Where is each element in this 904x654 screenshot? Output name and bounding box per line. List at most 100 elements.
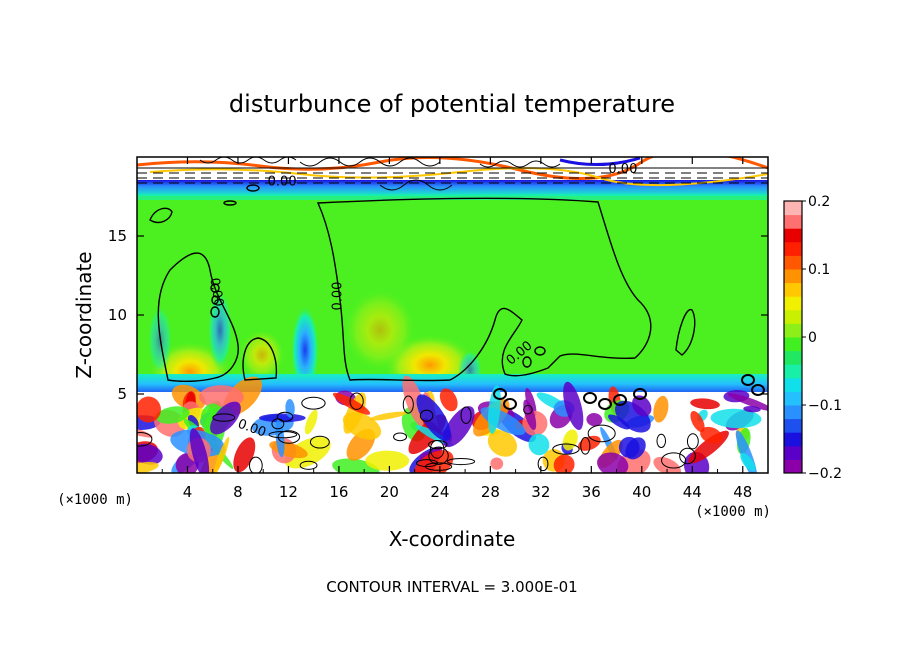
turbulence-patch (233, 437, 256, 473)
turbulence-contour (446, 457, 476, 466)
turbulence-contour (428, 439, 448, 450)
colorbar-tick-label: −0.1 (808, 398, 842, 414)
turbulence-patch (563, 381, 584, 430)
turbulence-patch (487, 430, 517, 457)
heatmap-field (137, 157, 768, 473)
contour-label: 0.00 (206, 277, 226, 308)
x-tick-label: 44 (683, 483, 702, 501)
colorbar: 0.2 0.1 0 −0.1 −0.2 (783, 194, 842, 482)
x-tick-label: 28 (481, 483, 500, 501)
turbulence-patch (597, 452, 629, 473)
turbulence-patch (727, 393, 768, 412)
colorbar-swatch (784, 296, 802, 311)
zero-contours (149, 184, 696, 383)
colorbar-swatch (784, 201, 802, 216)
x-tick-label: 48 (733, 483, 752, 501)
x-tick-label: 12 (279, 483, 298, 501)
turbulence-patch (700, 426, 723, 444)
colorbar-swatch (784, 323, 802, 338)
turbulence-contour (661, 452, 687, 469)
contour-interval: CONTOUR INTERVAL = 3.000E-01 (326, 578, 577, 596)
turbulence-patch (488, 385, 501, 434)
colorbar-swatch (784, 391, 802, 406)
turbulence-patch (743, 405, 761, 413)
turbulence-patch (525, 388, 537, 417)
turbulence-patch (137, 443, 163, 465)
swirl-contour (751, 384, 765, 396)
colorbar-swatch (784, 418, 802, 433)
turbulence-contour (402, 395, 414, 414)
swirl-contour (583, 392, 597, 404)
x-tick-label: 8 (233, 483, 243, 501)
turbulence-patch (210, 401, 241, 435)
turbulence-patch (258, 413, 306, 423)
colorbar-tick-label: 0.1 (808, 262, 830, 278)
x-tick-label: 4 (183, 483, 193, 501)
turbulence-patch (137, 396, 161, 423)
turbulence-contour (428, 446, 449, 465)
colorbar-swatch (784, 350, 802, 365)
y-tick-label: 15 (108, 227, 127, 245)
turbulence-patch (416, 394, 451, 441)
x-tick-label: 24 (430, 483, 449, 501)
turbulence-contour (419, 409, 434, 422)
turbulence-contour (268, 431, 298, 439)
turbulence-contour (277, 430, 301, 444)
turbulence-contour (299, 460, 318, 470)
x-tick-label: 20 (380, 483, 399, 501)
turbulence-patch (690, 410, 705, 432)
turbulence-patch (690, 398, 720, 410)
turbulence-patch (710, 408, 762, 429)
turbulence-contour (309, 435, 330, 449)
swirl-contour (613, 394, 627, 406)
turbulence-patch (439, 388, 458, 412)
turbulence-patch (632, 395, 652, 417)
turbulence-patch (304, 409, 318, 435)
x-tick-label: 40 (632, 483, 651, 501)
colorbar-swatch (784, 241, 802, 256)
turbulence-contour (393, 432, 408, 442)
turbulence-contour (212, 413, 236, 422)
turbulence-contour (552, 443, 580, 455)
turbulence-contour (523, 404, 533, 415)
turbulence-contour (137, 431, 153, 447)
turbulence-contour (656, 433, 667, 449)
turbulence-contour (686, 433, 699, 450)
turbulence-patch (523, 399, 537, 430)
colorbar-swatch (784, 405, 802, 420)
contour-label: 0.00 (330, 282, 345, 311)
x-tick-label: 36 (582, 483, 601, 501)
colorbar-swatch (784, 337, 802, 352)
x-tick-label: 32 (531, 483, 550, 501)
colorbar-swatch (784, 269, 802, 284)
turbulence-patch (442, 406, 475, 448)
colorbar-swatch (784, 255, 802, 270)
turbulence-patch (369, 411, 407, 421)
turbulence-contour (349, 392, 364, 410)
colorbar-swatch (784, 282, 802, 297)
turbulence-patch (189, 428, 210, 473)
turbulence-patch (332, 392, 371, 415)
turbulence-patch (213, 437, 230, 473)
swirl-contour (741, 374, 755, 386)
y-tick-label: 5 (117, 385, 127, 403)
colorbar-swatch (784, 364, 802, 379)
y-axis: 5 10 15 (108, 227, 768, 403)
x-axis: 4 8 12 16 20 24 28 32 36 40 44 48 (161, 157, 752, 501)
turbulence-contour (679, 447, 696, 465)
colorbar-swatch (784, 445, 802, 460)
x-unit-right: (×1000 m) (695, 504, 771, 520)
colorbar-swatch (784, 214, 802, 229)
turbulence-patch (342, 412, 382, 440)
turbulence-contour (276, 411, 294, 422)
colorbar-tick-label: −0.2 (808, 466, 842, 482)
colorbar-tick-label: 0 (808, 330, 817, 346)
turbulence-patch (365, 450, 410, 471)
x-unit-left: (×1000 m) (57, 492, 133, 508)
turbulence-contour (580, 437, 591, 455)
y-tick-label: 10 (108, 306, 127, 324)
turbulence-patch (553, 454, 575, 473)
turbulence-contour (587, 424, 616, 443)
turbulence-patch (490, 457, 504, 470)
